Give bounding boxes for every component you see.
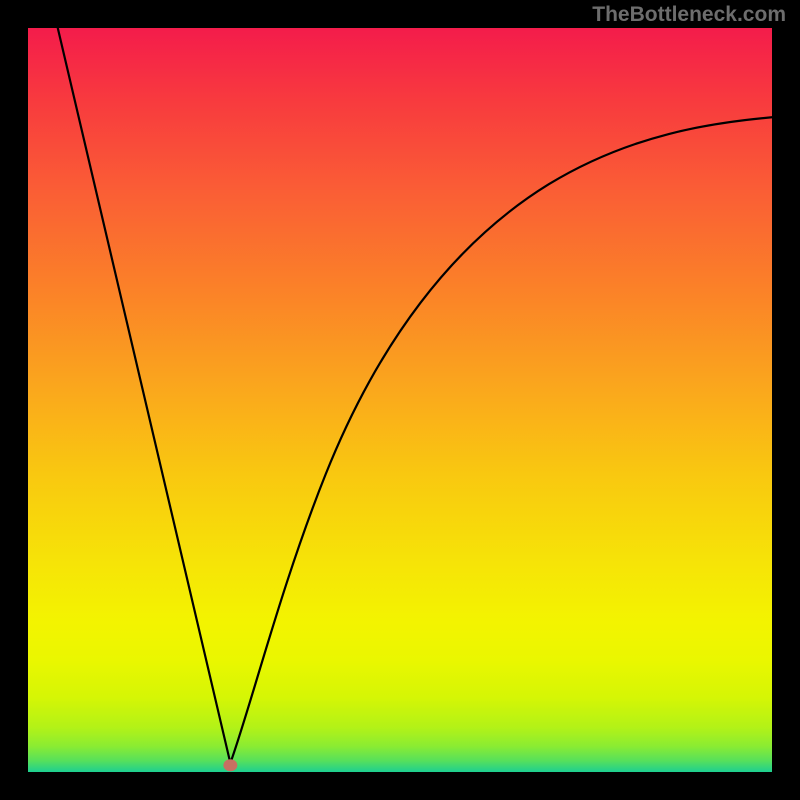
chart-container: TheBottleneck.com <box>0 0 800 800</box>
minimum-marker <box>223 759 237 771</box>
plot-svg <box>28 28 772 772</box>
gradient-background <box>28 28 772 772</box>
plot-area <box>28 28 772 772</box>
watermark-text: TheBottleneck.com <box>592 3 786 27</box>
